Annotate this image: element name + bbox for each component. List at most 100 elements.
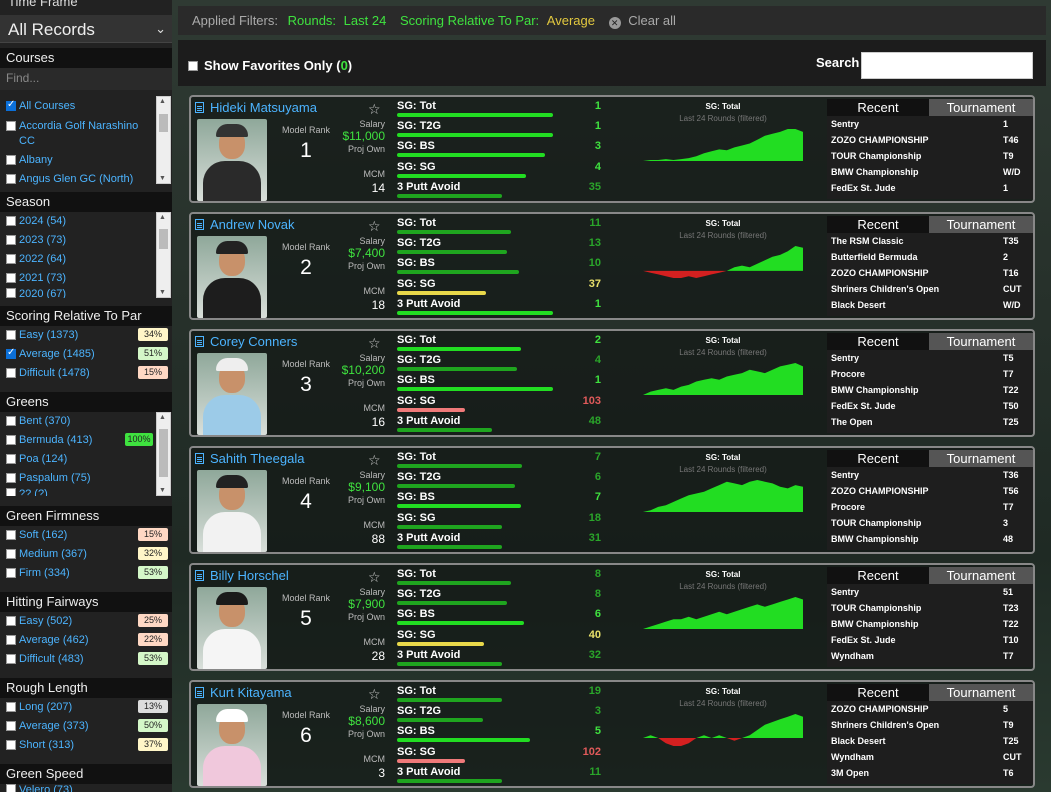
checkbox-icon[interactable] <box>6 347 16 359</box>
rough-option[interactable]: Average (373) <box>6 717 89 734</box>
checkbox-icon[interactable] <box>6 567 16 578</box>
tab-tournament[interactable]: Tournament <box>929 684 1033 701</box>
season-scrollbar[interactable]: ▲ ▼ <box>156 212 171 298</box>
season-option[interactable]: 2020 (67) <box>6 288 66 298</box>
checkbox-icon[interactable] <box>6 472 16 483</box>
rough-option[interactable]: Long (207) <box>6 698 72 715</box>
firmness-option[interactable]: Medium (367) <box>6 545 87 562</box>
checkbox-icon[interactable] <box>6 453 16 464</box>
checkbox-icon[interactable] <box>6 367 16 378</box>
greens-option[interactable]: Bent (370) <box>6 412 70 429</box>
player-name-link[interactable]: Kurt Kitayama <box>195 685 292 700</box>
scoring-option[interactable]: Difficult (1478) <box>6 364 90 381</box>
scroll-thumb[interactable] <box>159 114 168 132</box>
scroll-down-icon[interactable]: ▼ <box>159 289 166 296</box>
tab-tournament[interactable]: Tournament <box>929 99 1033 116</box>
checkbox-icon[interactable] <box>6 653 16 664</box>
firmness-option[interactable]: Firm (334) <box>6 564 70 581</box>
tab-recent[interactable]: Recent <box>827 684 929 701</box>
scoring-option[interactable]: Easy (1373) <box>6 326 78 343</box>
checkbox-icon[interactable] <box>6 784 16 792</box>
rough-option[interactable]: Short (313) <box>6 736 74 753</box>
player-name-link[interactable]: Sahith Theegala <box>195 451 304 466</box>
document-icon[interactable] <box>195 453 204 464</box>
fairways-option[interactable]: Difficult (483) <box>6 650 84 667</box>
scroll-up-icon[interactable]: ▲ <box>159 414 166 421</box>
scoring-option[interactable]: Average (1485) <box>6 345 95 362</box>
checkbox-icon[interactable] <box>6 99 16 111</box>
tab-tournament[interactable]: Tournament <box>929 567 1033 584</box>
checkbox-icon[interactable] <box>6 215 16 226</box>
course-option[interactable]: All Courses <box>6 97 75 114</box>
time-frame-select[interactable]: All Records ⌄ <box>0 15 172 43</box>
greens-option[interactable]: ?? (?) <box>6 488 48 496</box>
scroll-up-icon[interactable]: ▲ <box>159 98 166 105</box>
tab-recent[interactable]: Recent <box>827 333 929 350</box>
player-name-link[interactable]: Billy Horschel <box>195 568 289 583</box>
fairways-option[interactable]: Average (462) <box>6 631 89 648</box>
document-icon[interactable] <box>195 687 204 698</box>
player-name-link[interactable]: Hideki Matsuyama <box>195 100 317 115</box>
course-option[interactable]: Accordia Golf Narashino <box>6 117 138 134</box>
greens-option[interactable]: Bermuda (413) <box>6 431 92 448</box>
checkbox-icon[interactable] <box>6 329 16 340</box>
greens-scrollbar[interactable]: ▲ ▼ <box>156 412 171 496</box>
scroll-thumb[interactable] <box>159 229 168 249</box>
checkbox-icon[interactable] <box>6 288 16 298</box>
scroll-down-icon[interactable]: ▼ <box>159 487 166 494</box>
checkbox-icon[interactable] <box>6 488 16 496</box>
tab-tournament[interactable]: Tournament <box>929 450 1033 467</box>
player-name-link[interactable]: Andrew Novak <box>195 217 295 232</box>
star-icon[interactable]: ☆ <box>368 101 381 117</box>
star-icon[interactable]: ☆ <box>368 335 381 351</box>
document-icon[interactable] <box>195 336 204 347</box>
firmness-option[interactable]: Soft (162) <box>6 526 67 543</box>
checkbox-icon[interactable] <box>6 548 16 559</box>
checkbox-icon[interactable] <box>6 253 16 264</box>
star-icon[interactable]: ☆ <box>368 686 381 702</box>
course-option[interactable]: Albany <box>6 151 53 168</box>
course-find-input[interactable]: Find... <box>0 68 172 90</box>
checkbox-icon[interactable] <box>6 615 16 626</box>
search-input[interactable] <box>861 52 1033 79</box>
checkbox-icon[interactable] <box>6 434 16 445</box>
document-icon[interactable] <box>195 102 204 113</box>
checkbox-icon[interactable] <box>6 529 16 540</box>
season-option[interactable]: 2022 (64) <box>6 250 66 267</box>
checkbox-icon[interactable] <box>6 739 16 750</box>
checkbox-icon[interactable] <box>6 720 16 731</box>
checkbox-icon[interactable] <box>6 234 16 245</box>
greens-option[interactable]: Paspalum (75) <box>6 469 91 486</box>
tab-tournament[interactable]: Tournament <box>929 216 1033 233</box>
checkbox-icon[interactable] <box>6 272 16 283</box>
scroll-up-icon[interactable]: ▲ <box>159 214 166 221</box>
courses-scrollbar[interactable]: ▲ ▼ <box>156 96 171 184</box>
document-icon[interactable] <box>195 570 204 581</box>
clear-all-link[interactable]: Clear all <box>628 13 676 28</box>
season-option[interactable]: 2021 (73) <box>6 269 66 286</box>
checkbox-icon[interactable] <box>6 120 16 131</box>
season-option[interactable]: 2023 (73) <box>6 231 66 248</box>
checkbox-icon[interactable] <box>6 154 16 165</box>
checkbox-icon[interactable] <box>6 415 16 426</box>
course-option[interactable]: Angus Glen GC (North) <box>6 170 133 187</box>
player-name-link[interactable]: Corey Conners <box>195 334 297 349</box>
checkbox-icon[interactable] <box>6 701 16 712</box>
green-speed-option[interactable]: Velero (73) <box>6 784 73 792</box>
tab-recent[interactable]: Recent <box>827 567 929 584</box>
scroll-thumb[interactable] <box>159 429 168 477</box>
fairways-option[interactable]: Easy (502) <box>6 612 72 629</box>
greens-option[interactable]: Poa (124) <box>6 450 67 467</box>
checkbox-icon[interactable] <box>188 60 198 71</box>
tab-recent[interactable]: Recent <box>827 99 929 116</box>
star-icon[interactable]: ☆ <box>368 569 381 585</box>
tab-recent[interactable]: Recent <box>827 450 929 467</box>
close-icon[interactable]: ✕ <box>608 17 621 29</box>
scroll-down-icon[interactable]: ▼ <box>159 175 166 182</box>
tab-recent[interactable]: Recent <box>827 216 929 233</box>
checkbox-icon[interactable] <box>6 173 16 184</box>
star-icon[interactable]: ☆ <box>368 452 381 468</box>
document-icon[interactable] <box>195 219 204 230</box>
checkbox-icon[interactable] <box>6 634 16 645</box>
season-option[interactable]: 2024 (54) <box>6 212 66 229</box>
